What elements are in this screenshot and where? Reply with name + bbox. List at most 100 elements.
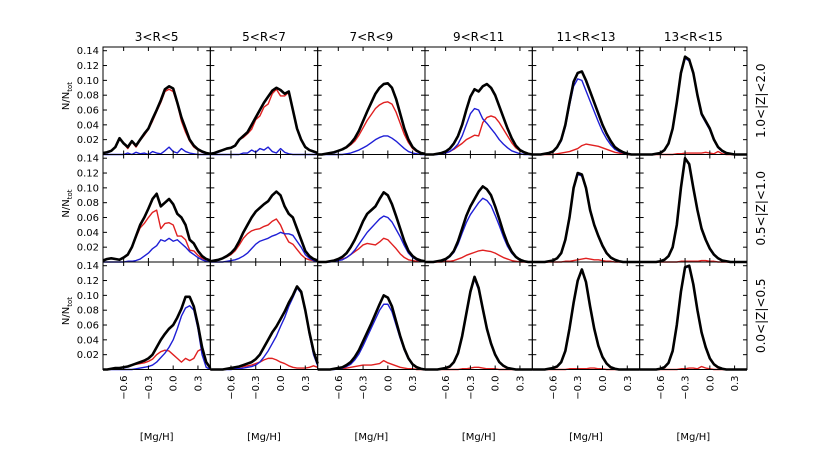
panel-frame bbox=[531, 46, 641, 155]
panel-frame bbox=[639, 154, 748, 263]
x-tick-label: −0.6 bbox=[226, 376, 237, 400]
x-tick-label: −0.3 bbox=[573, 376, 584, 400]
series-line-low-alpha bbox=[424, 197, 533, 263]
panel-0-1: 5<R<7 bbox=[209, 30, 319, 156]
column-title: 7<R<9 bbox=[349, 30, 393, 44]
y-tick-label: 0.14 bbox=[77, 46, 99, 57]
series-line-total bbox=[210, 86, 319, 156]
panel-frame bbox=[209, 261, 319, 370]
y-tick-label: 0.06 bbox=[77, 321, 99, 332]
row-label: 0.5<|Z|<1.0 bbox=[754, 171, 768, 246]
x-tick-label: 0.0 bbox=[598, 376, 609, 392]
panel-0-2: 7<R<9 bbox=[317, 30, 426, 156]
y-tick-label: 0.06 bbox=[77, 213, 99, 224]
y-axis-label-main: N/N bbox=[61, 307, 72, 325]
x-tick-label: −0.3 bbox=[681, 376, 692, 400]
y-tick-label: 0.08 bbox=[77, 198, 99, 209]
x-tick-label: 0.3 bbox=[301, 376, 312, 392]
x-axis-label: [Mg/H] bbox=[140, 432, 174, 443]
x-axis-label: [Mg/H] bbox=[462, 432, 496, 443]
y-tick-label: 0.14 bbox=[77, 154, 99, 165]
panel-frame bbox=[102, 261, 211, 370]
series-line-high-alpha bbox=[210, 88, 318, 155]
x-tick-label: 0.3 bbox=[515, 376, 526, 392]
series-line-low-alpha bbox=[532, 78, 640, 156]
series-line-high-alpha bbox=[102, 209, 211, 262]
x-tick-label: −0.3 bbox=[359, 376, 370, 400]
y-axis-label: N/Ntot bbox=[61, 189, 74, 217]
y-tick-label: 0.04 bbox=[77, 120, 99, 131]
series-line-total bbox=[639, 55, 747, 156]
panel-1-5: 0.5<|Z|<1.0 bbox=[639, 154, 768, 264]
panel-2-5: −0.6 −0.3 0.0 0.3 [Mg/H] 0.0<|Z|<0.5 bbox=[639, 261, 768, 443]
panel-1-4 bbox=[531, 154, 641, 264]
panel-1-3 bbox=[424, 154, 533, 264]
x-tick-label: 0.3 bbox=[730, 376, 741, 392]
x-tick-label: 0.3 bbox=[193, 376, 204, 392]
series-line-total bbox=[532, 70, 640, 156]
series-line-total bbox=[532, 268, 640, 371]
x-tick-label: −0.3 bbox=[466, 376, 477, 400]
x-axis-label: [Mg/H] bbox=[569, 432, 603, 443]
y-tick-label: 0.10 bbox=[77, 183, 99, 194]
y-tick-label: 0.10 bbox=[77, 291, 99, 302]
panel-2-3: −0.6 −0.3 0.0 0.3 [Mg/H] bbox=[424, 261, 533, 443]
y-tick-label: 0.02 bbox=[77, 243, 99, 254]
series-line-low-alpha bbox=[210, 287, 319, 371]
series-line-total bbox=[424, 275, 533, 371]
panel-2-2: −0.6 −0.3 0.0 0.3 [Mg/H] bbox=[317, 261, 426, 443]
series-line-total bbox=[102, 84, 211, 156]
series-line-total bbox=[102, 192, 211, 262]
y-tick-label: 0.06 bbox=[77, 106, 99, 117]
panel-1-1 bbox=[209, 154, 319, 263]
x-tick-label: 0.0 bbox=[383, 376, 394, 392]
series-line-total bbox=[210, 190, 319, 263]
y-axis-label-sub: tot bbox=[66, 297, 74, 307]
series-line-total bbox=[424, 185, 533, 264]
y-tick-label: 0.12 bbox=[77, 169, 99, 180]
y-tick-label: 0.04 bbox=[77, 335, 99, 346]
y-tick-label: 0.08 bbox=[77, 306, 99, 317]
column-title: 3<R<5 bbox=[135, 30, 179, 44]
panel-2-0: 0.02 0.04 0.06 0.08 0.10 0.12 0.14 N/Ntot −0.6 −0… bbox=[61, 261, 212, 443]
panel-frame bbox=[317, 154, 426, 263]
panel-0-0: 0.02 0.04 0.06 0.08 0.10 0.12 0.14 N/Ntot 3<R<5 bbox=[61, 30, 211, 156]
y-tick-label: 0.02 bbox=[77, 350, 99, 361]
y-tick-label: 0.04 bbox=[77, 228, 99, 239]
series-line-low-alpha bbox=[639, 158, 747, 263]
panel-0-5: 13<R<15 1.0<|Z|<2.0 bbox=[639, 30, 768, 156]
series-line-total bbox=[210, 285, 319, 371]
x-tick-label: 0.0 bbox=[705, 376, 716, 392]
series-line-total bbox=[532, 171, 640, 264]
y-tick-label: 0.08 bbox=[77, 91, 99, 102]
x-tick-label: −0.6 bbox=[548, 376, 559, 400]
panel-frame bbox=[424, 46, 533, 155]
x-tick-label: 0.0 bbox=[491, 376, 502, 392]
panel-frame bbox=[531, 154, 641, 263]
x-tick-label: 0.3 bbox=[623, 376, 634, 392]
panel-frame bbox=[424, 261, 533, 370]
x-tick-label: −0.3 bbox=[144, 376, 155, 400]
series-line-total bbox=[317, 294, 426, 371]
series-line-low-alpha bbox=[210, 231, 318, 263]
x-axis-label: [Mg/H] bbox=[676, 432, 710, 443]
panel-0-3: 9<R<11 bbox=[424, 30, 533, 156]
x-tick-label: −0.6 bbox=[119, 376, 130, 400]
y-axis-label: N/Ntot bbox=[61, 297, 74, 325]
series-line-total bbox=[424, 82, 533, 156]
y-axis-label-main: N/N bbox=[61, 92, 72, 110]
panel-0-4: 11<R<13 bbox=[531, 30, 641, 156]
column-title: 13<R<15 bbox=[664, 30, 723, 44]
panel-1-2 bbox=[317, 154, 426, 264]
x-tick-label: 0.0 bbox=[276, 376, 287, 392]
y-tick-label: 0.14 bbox=[77, 261, 99, 272]
series-line-total bbox=[103, 295, 212, 371]
column-title: 11<R<13 bbox=[556, 30, 615, 44]
series-line-total bbox=[639, 264, 747, 371]
panel-frame bbox=[639, 46, 748, 155]
y-tick-label: 0.10 bbox=[77, 76, 99, 87]
panel-1-0: 0.02 0.04 0.06 0.08 0.10 0.12 0.14 N/Ntot bbox=[61, 154, 211, 263]
panel-frame bbox=[209, 154, 319, 263]
x-tick-label: −0.6 bbox=[441, 376, 452, 400]
